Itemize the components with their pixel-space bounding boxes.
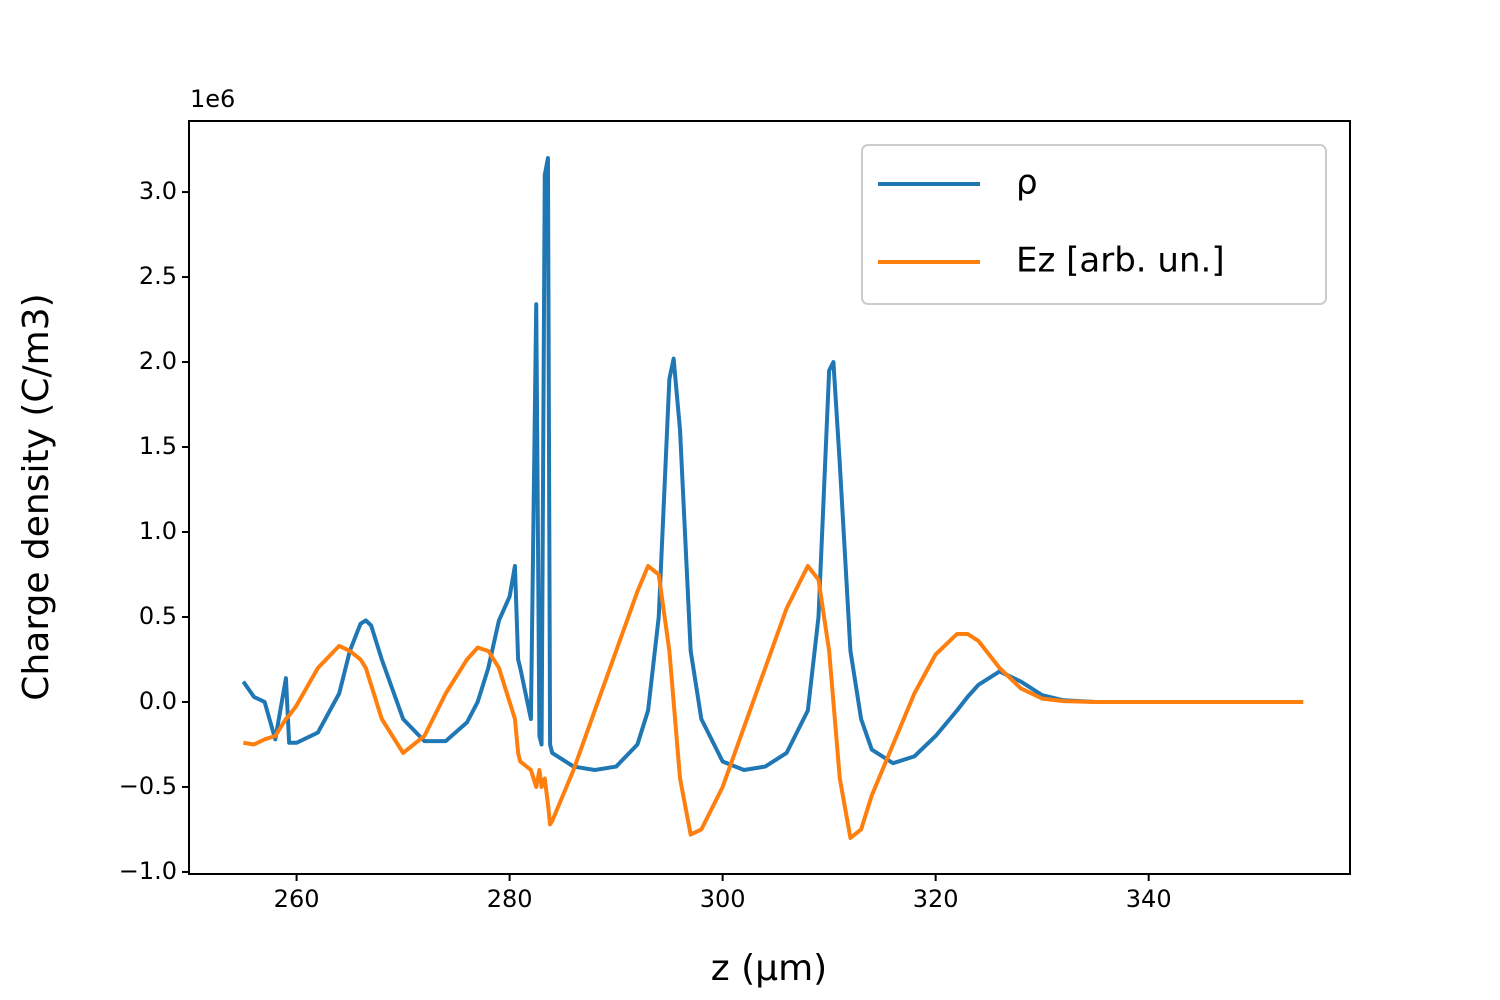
- y-tick-label: 1.0: [139, 517, 177, 545]
- y-tick-label: −1.0: [119, 857, 177, 885]
- offset-label: 1e6: [190, 85, 235, 113]
- x-tick-label: 300: [700, 885, 746, 913]
- x-tick-label: 340: [1126, 885, 1172, 913]
- legend: ρ Ez [arb. un.]: [861, 144, 1327, 305]
- y-tick-label: 2.5: [139, 262, 177, 290]
- legend-label: ρ: [1016, 163, 1038, 203]
- data-line: [241, 156, 1304, 772]
- x-tick-label: 260: [274, 885, 320, 913]
- y-tick-label: 1.5: [139, 432, 177, 460]
- x-tick-label: 280: [487, 885, 533, 913]
- data-line: [243, 564, 1304, 840]
- y-axis-label: Charge density (C/m3): [16, 293, 57, 700]
- legend-label: Ez [arb. un.]: [1016, 241, 1225, 281]
- y-tick-label: 3.0: [139, 177, 177, 205]
- y-tick-label: 2.0: [139, 347, 177, 375]
- plot-area: [241, 156, 1304, 840]
- y-tick-label: −0.5: [119, 772, 177, 800]
- x-axis-label: z (μm): [711, 948, 827, 989]
- y-tick-label: 0.5: [139, 602, 177, 630]
- axes-frame: [188, 120, 1351, 875]
- x-tick-label: 320: [913, 885, 959, 913]
- y-tick-label: 0.0: [139, 687, 177, 715]
